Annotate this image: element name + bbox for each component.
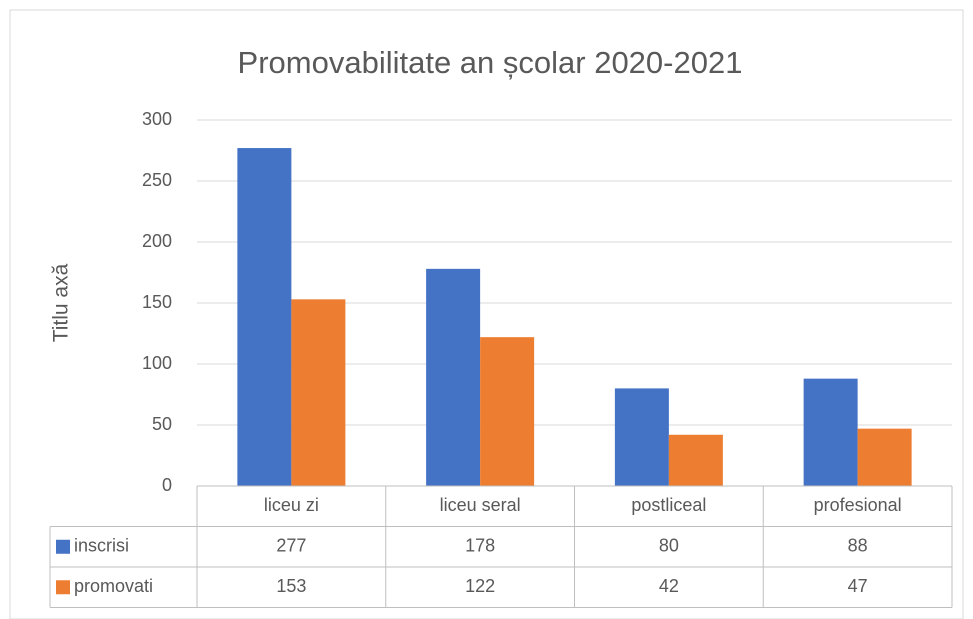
- y-axis-title: Titlu axă: [50, 263, 73, 342]
- table-value: 277: [276, 536, 306, 556]
- table-value: 47: [848, 576, 868, 596]
- bar: [426, 268, 481, 486]
- table-value: 178: [465, 536, 495, 556]
- table-value: 80: [659, 536, 679, 556]
- y-tick-label: 0: [162, 475, 172, 495]
- bar: [857, 428, 912, 486]
- bar: [291, 299, 346, 486]
- x-tick-label: liceu zi: [264, 495, 319, 515]
- legend-label: inscrisi: [74, 536, 129, 556]
- table-value: 88: [848, 536, 868, 556]
- y-tick-label: 200: [142, 231, 172, 251]
- legend-label: promovati: [74, 576, 153, 596]
- y-tick-label: 100: [142, 353, 172, 373]
- y-tick-label: 250: [142, 170, 172, 190]
- legend-key: [56, 580, 70, 595]
- table-value: 153: [276, 576, 306, 596]
- x-tick-label: postliceal: [631, 495, 706, 515]
- bar: [803, 378, 858, 486]
- table-value: 42: [659, 576, 679, 596]
- chart-title: Promovabilitate an școlar 2020-2021: [238, 45, 743, 80]
- x-tick-label: liceu seral: [440, 495, 521, 515]
- x-tick-label: profesional: [814, 495, 902, 515]
- y-tick-label: 150: [142, 292, 172, 312]
- y-tick-label: 300: [142, 109, 172, 129]
- bar: [237, 148, 292, 486]
- chart-border: [9, 9, 964, 619]
- table-value: 122: [465, 576, 495, 596]
- bar: [668, 434, 723, 486]
- bar: [614, 388, 669, 486]
- bar: [480, 337, 535, 486]
- y-tick-label: 50: [152, 414, 172, 434]
- legend-key: [56, 539, 70, 554]
